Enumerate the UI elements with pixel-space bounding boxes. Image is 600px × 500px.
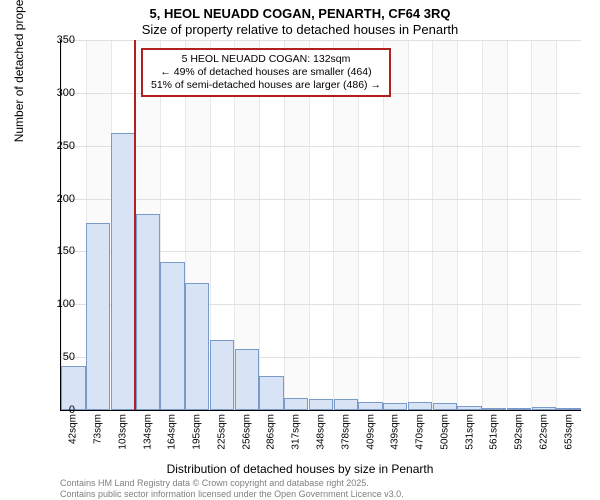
grid-band (507, 40, 532, 410)
footnote-line: Contains public sector information licen… (60, 489, 404, 500)
histogram-bar (185, 283, 209, 410)
histogram-bar (210, 340, 234, 410)
x-tick-label: 73sqm (93, 414, 104, 444)
y-tick-label: 200 (40, 193, 75, 205)
x-tick-label: 592sqm (514, 414, 525, 450)
grid-band (457, 40, 482, 410)
histogram-bar (309, 399, 333, 410)
x-tick-label: 470sqm (415, 414, 426, 450)
y-tick-label: 50 (40, 351, 75, 363)
x-tick-label: 134sqm (142, 414, 153, 450)
annotation-line: 5 HEOL NEUADD COGAN: 132sqm (151, 53, 381, 66)
y-tick-label: 150 (40, 245, 75, 257)
histogram-bar (408, 402, 432, 410)
histogram-bar (136, 214, 160, 410)
histogram-bar (284, 398, 308, 410)
y-tick-label: 350 (40, 34, 75, 46)
histogram-bar (532, 407, 556, 410)
y-axis-label: Number of detached properties (12, 0, 26, 142)
chart-subtitle: Size of property relative to detached ho… (0, 22, 600, 37)
x-tick-label: 378sqm (340, 414, 351, 450)
gridline-vertical (408, 40, 409, 410)
gridline-vertical (457, 40, 458, 410)
x-axis-label: Distribution of detached houses by size … (0, 462, 600, 476)
property-marker-line (134, 40, 136, 410)
gridline-horizontal (61, 199, 581, 200)
annotation-line: 51% of semi-detached houses are larger (… (151, 79, 381, 92)
x-tick-label: 42sqm (68, 414, 79, 444)
x-tick-label: 103sqm (117, 414, 128, 450)
x-tick-label: 439sqm (390, 414, 401, 450)
histogram-bar (556, 408, 580, 410)
x-tick-label: 195sqm (192, 414, 203, 450)
annotation-box: 5 HEOL NEUADD COGAN: 132sqm← 49% of deta… (141, 48, 391, 97)
histogram-bar (111, 133, 135, 410)
histogram-bar (433, 403, 457, 410)
x-tick-label: 317sqm (291, 414, 302, 450)
x-tick-label: 286sqm (266, 414, 277, 450)
x-tick-label: 531sqm (464, 414, 475, 450)
histogram-bar (235, 349, 259, 410)
histogram-bar (507, 408, 531, 410)
y-tick-label: 0 (40, 404, 75, 416)
x-tick-label: 622sqm (538, 414, 549, 450)
histogram-bar (457, 406, 481, 410)
x-tick-label: 500sqm (439, 414, 450, 450)
gridline-vertical (482, 40, 483, 410)
x-tick-label: 653sqm (563, 414, 574, 450)
histogram-bar (383, 403, 407, 410)
histogram-bar (482, 408, 506, 410)
histogram-bar (358, 402, 382, 410)
histogram-bar (86, 223, 110, 410)
plot-area: 42sqm73sqm103sqm134sqm164sqm195sqm225sqm… (60, 40, 581, 411)
gridline-vertical (531, 40, 532, 410)
gridline-vertical (507, 40, 508, 410)
y-tick-label: 250 (40, 140, 75, 152)
gridline-horizontal (61, 146, 581, 147)
x-tick-label: 164sqm (167, 414, 178, 450)
footnote-line: Contains HM Land Registry data © Crown c… (60, 478, 404, 489)
y-tick-label: 100 (40, 298, 75, 310)
x-tick-label: 348sqm (316, 414, 327, 450)
grid-band (432, 40, 457, 410)
chart-title: 5, HEOL NEUADD COGAN, PENARTH, CF64 3RQ (0, 6, 600, 21)
x-tick-label: 225sqm (216, 414, 227, 450)
gridline-vertical (432, 40, 433, 410)
chart-container: 5, HEOL NEUADD COGAN, PENARTH, CF64 3RQ … (0, 0, 600, 500)
x-tick-label: 256sqm (241, 414, 252, 450)
footnote: Contains HM Land Registry data © Crown c… (60, 478, 404, 500)
x-tick-label: 409sqm (365, 414, 376, 450)
grid-band (482, 40, 507, 410)
y-tick-label: 300 (40, 87, 75, 99)
histogram-bar (259, 376, 283, 410)
grid-band (556, 40, 581, 410)
gridline-horizontal (61, 40, 581, 41)
grid-band (408, 40, 433, 410)
x-tick-label: 561sqm (489, 414, 500, 450)
histogram-bar (334, 399, 358, 410)
histogram-bar (160, 262, 184, 410)
annotation-line: ← 49% of detached houses are smaller (46… (151, 66, 381, 79)
grid-band (531, 40, 556, 410)
gridline-vertical (556, 40, 557, 410)
